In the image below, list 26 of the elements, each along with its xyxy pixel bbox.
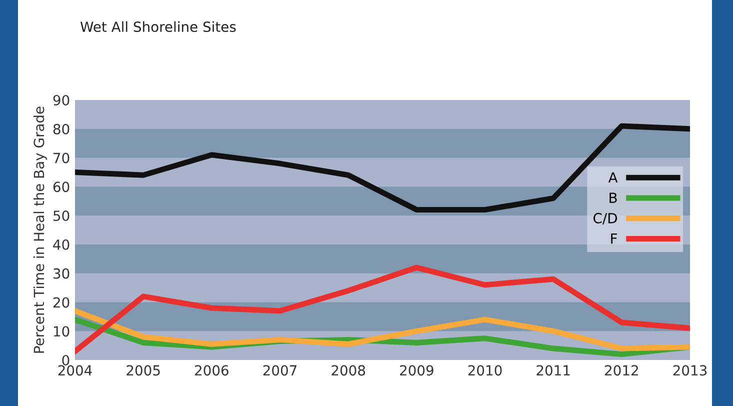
chart-title: Wet All Shoreline Sites (80, 21, 236, 32)
legend-label: C/D (593, 212, 617, 225)
x-tick-label: 2012 (605, 365, 638, 376)
y-tick-label: 70 (54, 152, 70, 164)
x-tick-label: 2010 (468, 365, 502, 376)
y-tick-label: 10 (54, 326, 70, 337)
y-tick-label: 0 (62, 354, 70, 366)
x-tick-label: 2009 (400, 365, 434, 376)
x-tick-label: 2005 (126, 365, 160, 376)
x-tick-label: 2007 (263, 365, 296, 376)
y-tick-label: 60 (53, 182, 70, 192)
y-tick-label: 40 (53, 239, 70, 250)
y-axis-title: Percent Time in Heal the Bay Grade (33, 106, 47, 353)
x-tick-label: 2011 (536, 365, 570, 376)
y-tick-label: 20 (53, 297, 70, 308)
legend-label: F (611, 233, 617, 244)
legend-label: A (608, 172, 618, 182)
x-tick-label: 2004 (58, 365, 92, 376)
x-tick-label: 2008 (332, 365, 366, 376)
x-tick-label: 2013 (673, 365, 707, 376)
y-tick-label: 90 (53, 94, 70, 106)
y-tick-label: 80 (53, 124, 70, 134)
legend-label: B (610, 192, 617, 203)
y-tick-label: 30 (54, 268, 70, 279)
x-tick-label: 2006 (195, 365, 228, 376)
y-tick-label: 50 (54, 210, 70, 222)
